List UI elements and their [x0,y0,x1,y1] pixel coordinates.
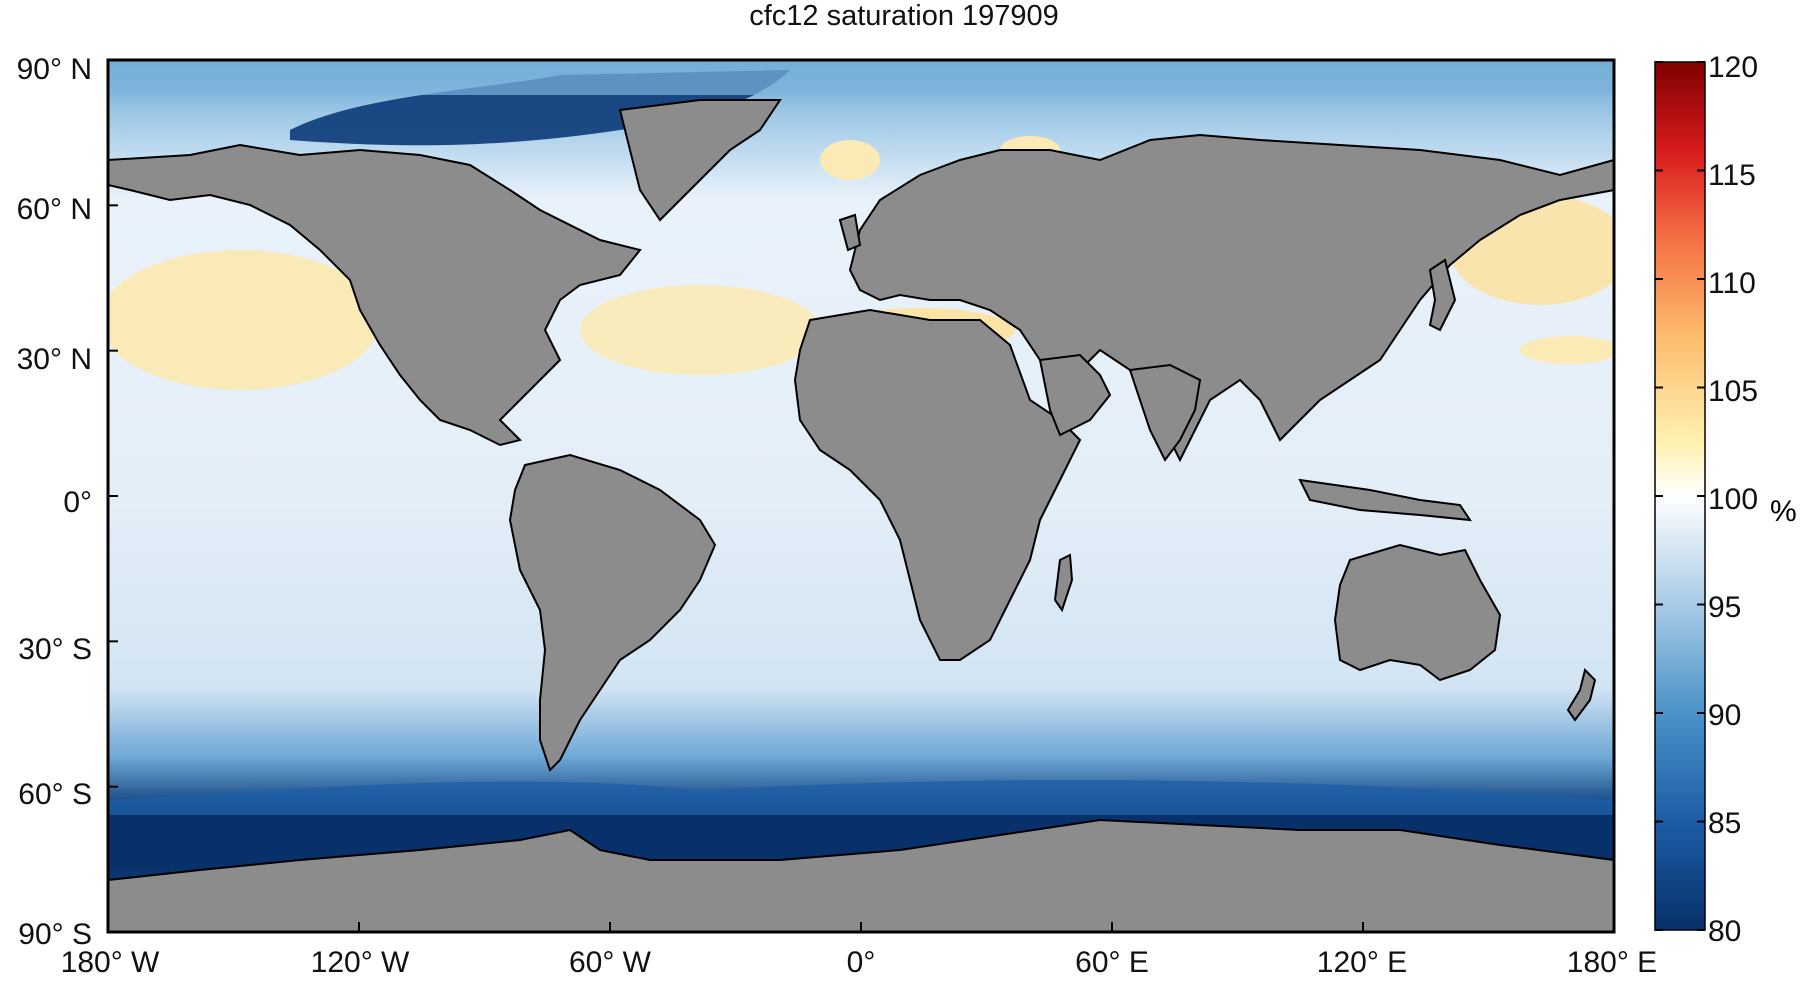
colorbar-ticks [1655,61,1705,931]
eurasia [848,133,1615,463]
colorbar-label-85: 85 [1708,807,1742,840]
new-zealand [1566,668,1597,722]
lat-label-equator: 0° [63,486,92,519]
lon-label-0: 0° [846,946,876,979]
map-title: cfc12 saturation 197909 [749,0,1059,32]
lon-label-60e: 60° E [1075,946,1149,979]
north-pacific-warm-zone [108,250,380,390]
australia [1333,543,1502,682]
madagascar [1053,553,1074,613]
land-masses [107,99,1615,933]
greenland [618,99,782,222]
japan [1428,258,1457,332]
lon-label-120w: 120° W [310,946,410,979]
lat-label-30s: 30° S [18,633,92,666]
uk [838,213,862,252]
north-atlantic-warm-zone [580,285,820,375]
lat-label-90n: 90° N [16,53,92,86]
colorbar-label-115: 115 [1708,159,1756,192]
lat-label-60s: 60° S [18,778,92,811]
colorbar-label-110: 110 [1708,267,1756,300]
colorbar-label-120: 120 [1708,51,1759,84]
map-axis-ticks [107,59,1615,933]
antarctica [107,818,1615,933]
lon-label-60w: 60° W [568,946,652,979]
africa [793,308,1082,661]
lat-label-60n: 60° N [16,193,92,226]
lon-label-120e: 120° E [1316,946,1408,979]
colorbar-label-90: 90 [1708,699,1742,732]
north-america [107,143,642,447]
lon-label-180e: 180° E [1566,946,1658,979]
arabia [1038,353,1112,437]
india [1128,363,1202,462]
lat-label-90s: 90° S [18,918,92,951]
colorbar-unit: % [1770,495,1797,528]
colorbar-label-105: 105 [1708,375,1759,408]
indonesia [1298,478,1473,522]
south-america [508,453,717,772]
lat-label-30n: 30° N [16,343,92,376]
colorbar-label-95: 95 [1708,591,1742,624]
colorbar-label-80: 80 [1708,915,1742,948]
lon-label-180w: 180° W [60,946,160,979]
colorbar-label-100: 100 [1708,483,1759,516]
